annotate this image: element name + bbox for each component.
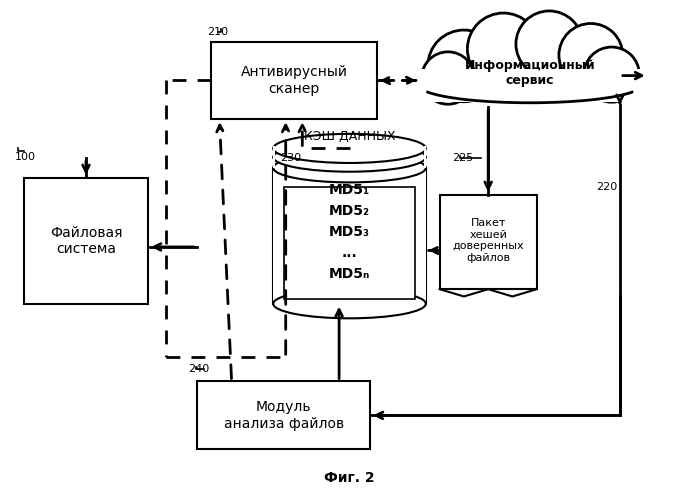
Text: КЭШ ДАННЫХ: КЭШ ДАННЫХ: [303, 130, 396, 143]
Ellipse shape: [273, 289, 426, 318]
Text: ...: ...: [342, 246, 357, 260]
Text: Модуль
анализа файлов: Модуль анализа файлов: [224, 400, 344, 431]
Ellipse shape: [273, 134, 426, 163]
Text: 240: 240: [189, 364, 210, 374]
Text: Пакет
хешей
доверенных
файлов: Пакет хешей доверенных файлов: [452, 218, 524, 263]
Ellipse shape: [559, 24, 623, 87]
FancyBboxPatch shape: [424, 155, 426, 168]
Ellipse shape: [273, 142, 426, 172]
Ellipse shape: [273, 153, 426, 182]
FancyBboxPatch shape: [197, 382, 370, 449]
Text: MD5₁: MD5₁: [329, 183, 370, 197]
Text: Файловая
система: Файловая система: [50, 225, 122, 256]
FancyBboxPatch shape: [284, 188, 415, 299]
FancyBboxPatch shape: [273, 155, 275, 168]
FancyBboxPatch shape: [424, 146, 426, 168]
Text: Фиг. 2: Фиг. 2: [324, 470, 375, 485]
Text: Информационный
сервис: Информационный сервис: [464, 59, 595, 87]
Text: 225: 225: [452, 153, 473, 163]
Text: MD5₃: MD5₃: [329, 225, 370, 239]
Ellipse shape: [421, 52, 475, 104]
Ellipse shape: [468, 13, 540, 85]
FancyBboxPatch shape: [424, 168, 426, 304]
FancyBboxPatch shape: [419, 69, 641, 102]
FancyBboxPatch shape: [24, 178, 148, 304]
FancyBboxPatch shape: [273, 146, 275, 168]
FancyBboxPatch shape: [273, 168, 275, 304]
FancyBboxPatch shape: [273, 168, 426, 304]
Ellipse shape: [584, 47, 640, 102]
Text: Антивирусный
сканер: Антивирусный сканер: [240, 65, 347, 96]
Text: MD5₂: MD5₂: [329, 204, 370, 218]
Text: 230: 230: [280, 153, 301, 163]
FancyBboxPatch shape: [440, 194, 537, 289]
FancyBboxPatch shape: [211, 42, 377, 119]
Text: 210: 210: [208, 27, 229, 37]
Ellipse shape: [428, 30, 500, 102]
Text: MD5ₙ: MD5ₙ: [329, 268, 370, 281]
Text: 220: 220: [596, 182, 617, 192]
Text: 100: 100: [15, 152, 36, 162]
Ellipse shape: [516, 11, 582, 77]
